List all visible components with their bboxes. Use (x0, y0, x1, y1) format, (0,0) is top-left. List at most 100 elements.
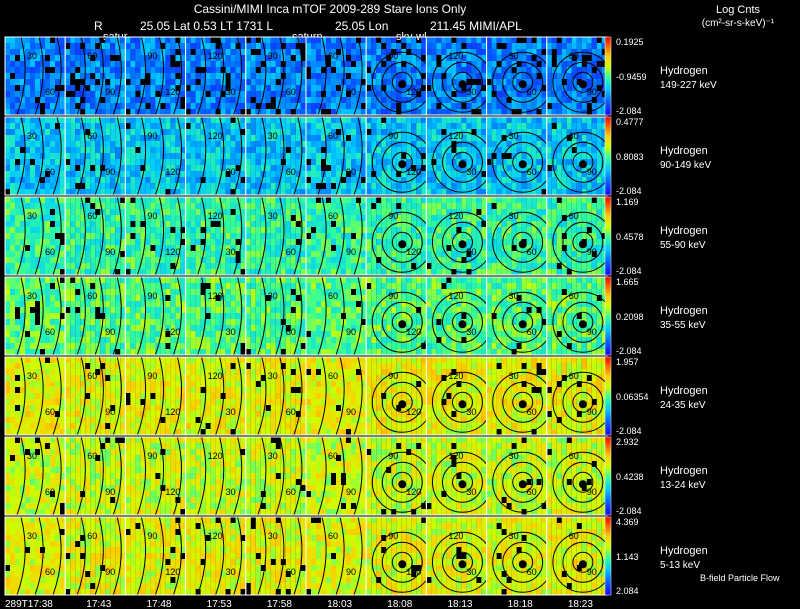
heatmap-cell (561, 49, 567, 55)
heatmap-cell (456, 203, 462, 209)
heatmap-cell (30, 91, 35, 97)
heatmap-cell (591, 109, 597, 115)
heatmap-cell (386, 153, 392, 159)
heatmap-cell (416, 85, 422, 91)
heatmap-cell (95, 251, 101, 257)
heatmap-cell (75, 159, 81, 165)
heatmap-cell (406, 245, 412, 251)
heatmap-cell (125, 37, 131, 43)
heatmap-cell (426, 165, 432, 171)
heatmap-cell (135, 295, 141, 301)
heatmap-cell (586, 153, 592, 159)
heatmap-cell (431, 263, 437, 269)
heatmap-cell (135, 129, 141, 135)
heatmap-cell (391, 135, 397, 141)
heatmap-cell (280, 37, 286, 43)
heatmap-cell (551, 147, 557, 153)
heatmap-cell (416, 61, 422, 67)
heatmap-cell (175, 43, 181, 49)
heatmap-cell (270, 165, 276, 171)
heatmap-cell (115, 135, 121, 141)
heatmap-cell (396, 159, 402, 165)
heatmap-cell (240, 135, 246, 141)
heatmap-cell (386, 189, 392, 195)
heatmap-cell (341, 245, 346, 251)
contour-label: 120 (165, 247, 180, 257)
contour-line (16, 276, 26, 356)
heatmap-cell (165, 129, 171, 135)
heatmap-cell (411, 147, 417, 153)
heatmap-cell (421, 269, 427, 275)
heatmap-cell (280, 257, 286, 263)
heatmap-cell (5, 331, 10, 337)
heatmap-cell (115, 227, 121, 233)
heatmap-cell (541, 251, 547, 257)
heatmap-cell (546, 135, 552, 141)
heatmap-cell (70, 85, 76, 91)
heatmap-cell (406, 67, 412, 73)
heatmap-cell (115, 85, 121, 91)
heatmap-cell (331, 43, 336, 49)
heatmap-cell (300, 221, 306, 227)
contour-line (172, 36, 183, 116)
heatmap-cell (300, 123, 306, 129)
heatmap-cell (290, 263, 296, 269)
heatmap-cell (431, 43, 437, 49)
heatmap-cell (391, 183, 397, 189)
heatmap-cell (601, 171, 607, 177)
heatmap-cell (65, 263, 71, 269)
heatmap-cell (270, 209, 276, 215)
heatmap-cell (391, 251, 397, 257)
heatmap-cell (235, 147, 241, 153)
heatmap-cell (511, 55, 517, 61)
heatmap-cell (180, 159, 186, 165)
heatmap-cell (371, 159, 377, 165)
heatmap-cell (170, 37, 176, 43)
heatmap-cell (571, 159, 577, 165)
heatmap-cell (346, 221, 351, 227)
heatmap-cell (55, 289, 60, 295)
heatmap-cell (336, 55, 341, 61)
heatmap-cell (351, 43, 356, 49)
heatmap-cell (586, 91, 592, 97)
heatmap-cell (496, 215, 502, 221)
heatmap-cell (421, 197, 427, 203)
heatmap-cell (285, 103, 291, 109)
heatmap-cell (556, 43, 562, 49)
heatmap-cell (516, 117, 522, 123)
heatmap-cell (170, 49, 176, 55)
heatmap-cell (566, 97, 572, 103)
heatmap-cell (125, 331, 131, 337)
heatmap-cell (326, 233, 331, 239)
heatmap-cell (10, 221, 15, 227)
heatmap-cell (55, 283, 60, 289)
heatmap-cell (25, 319, 30, 325)
heatmap-cell (536, 263, 542, 269)
heatmap-cell (55, 147, 60, 153)
heatmap-cell (371, 257, 377, 263)
heatmap-cell (476, 135, 482, 141)
heatmap-cell (120, 109, 126, 115)
heatmap-cell (105, 251, 111, 257)
heatmap-cell (25, 153, 30, 159)
heatmap-cell (270, 257, 276, 263)
heatmap-cell (200, 233, 206, 239)
heatmap-cell (416, 203, 422, 209)
heatmap-cell (150, 189, 156, 195)
heatmap-cell (130, 141, 136, 147)
heatmap-cell (105, 61, 111, 67)
heatmap-cell (155, 227, 161, 233)
heatmap-cell (516, 123, 522, 129)
heatmap-cell (406, 91, 412, 97)
heatmap-cell (180, 203, 186, 209)
heatmap-cell (5, 349, 10, 355)
heatmap-cell (406, 177, 412, 183)
heatmap-cell (311, 203, 316, 209)
heatmap-cell (411, 257, 417, 263)
heatmap-cell (386, 67, 392, 73)
heatmap-cell (145, 109, 151, 115)
heatmap-cell (135, 343, 141, 349)
heatmap-cell (306, 147, 311, 153)
heatmap-cell (155, 307, 161, 313)
